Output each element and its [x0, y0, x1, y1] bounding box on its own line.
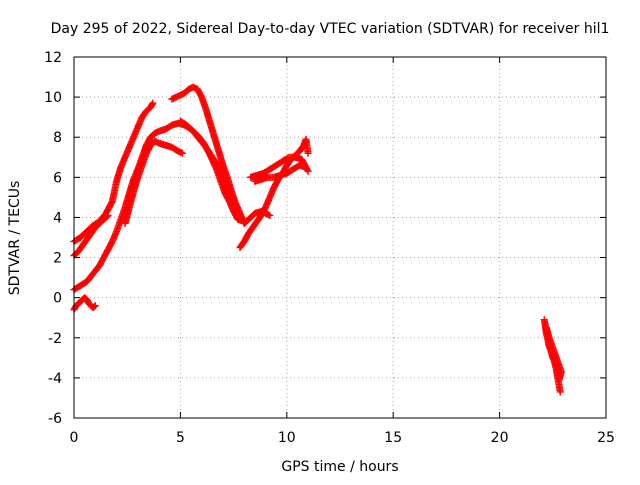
- series-track-e: [121, 137, 187, 227]
- grid-layer: [74, 57, 606, 418]
- series-track-h: [236, 135, 312, 252]
- y-tick-label: 2: [53, 251, 62, 267]
- series-track-b: [70, 211, 112, 260]
- x-tick-label: 10: [278, 430, 296, 446]
- x-tick-label: 0: [70, 430, 79, 446]
- data-point: [266, 211, 274, 219]
- series-track-c: [70, 294, 99, 314]
- y-tick-label: 12: [44, 50, 62, 66]
- y-tick-label: 0: [53, 291, 62, 307]
- series-track-l: [542, 324, 565, 384]
- ticks-layer: 0 5 10 15 20 25 -6 -4 -2 0 2 4 6 8 10 12: [44, 50, 615, 446]
- data-point: [148, 100, 156, 108]
- series-track-f: [168, 83, 274, 227]
- x-tick-label: 5: [176, 430, 185, 446]
- y-tick-label: -2: [48, 331, 62, 347]
- x-axis-label: GPS time / hours: [281, 459, 398, 475]
- data-point: [103, 212, 111, 220]
- y-tick-label: -4: [48, 371, 62, 387]
- x-tick-label: 15: [384, 430, 402, 446]
- data-point: [304, 167, 312, 175]
- y-axis-label: SDTVAR / TECUs: [7, 181, 23, 296]
- y-tick-label: 6: [53, 170, 62, 186]
- data-point: [104, 211, 112, 219]
- data-point: [304, 149, 312, 157]
- data-point: [90, 303, 98, 311]
- data-point: [556, 388, 564, 396]
- y-tick-label: 8: [53, 130, 62, 146]
- y-tick-label: -6: [48, 411, 62, 427]
- data-point: [149, 99, 157, 107]
- plot-frame: [73, 56, 607, 419]
- data-point: [302, 163, 310, 171]
- data-point: [229, 194, 237, 202]
- series-track-g: [176, 117, 238, 203]
- x-tick-label: 20: [491, 430, 509, 446]
- points-layer: [70, 83, 565, 396]
- series-track-a: [70, 99, 157, 246]
- y-tick-label: 10: [44, 90, 62, 106]
- data-point: [91, 302, 99, 310]
- series-track-j: [251, 161, 310, 185]
- y-tick-label: 4: [53, 210, 62, 226]
- x-tick-label: 25: [597, 430, 615, 446]
- data-point: [230, 195, 238, 203]
- chart-title: Day 295 of 2022, Sidereal Day-to-day VTE…: [51, 21, 610, 37]
- data-point: [179, 149, 187, 157]
- data-point: [555, 376, 563, 384]
